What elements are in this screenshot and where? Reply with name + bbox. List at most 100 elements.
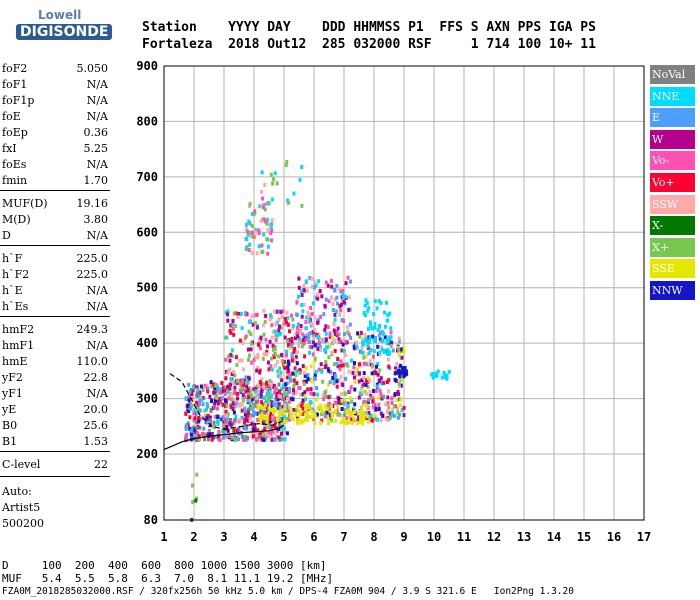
echo-point	[364, 338, 368, 343]
echo-point	[345, 409, 348, 414]
echo-point	[232, 410, 236, 415]
echo-point	[302, 381, 306, 386]
echo-point	[260, 190, 263, 194]
echo-point	[366, 340, 370, 345]
echo-point	[284, 420, 288, 425]
echo-point	[386, 318, 390, 323]
echo-point	[304, 365, 308, 370]
x-tick-label: 4	[250, 530, 257, 544]
echo-point	[236, 396, 240, 401]
echo-point	[251, 212, 254, 216]
echo-point	[368, 378, 372, 383]
echo-point	[376, 362, 380, 366]
echo-point	[270, 228, 274, 233]
echo-point	[262, 437, 266, 442]
echo-point	[198, 390, 202, 395]
echo-point	[302, 341, 306, 345]
echo-point	[338, 313, 342, 317]
param-row: fxI 5.25	[2, 142, 108, 157]
echo-point	[266, 407, 269, 412]
echo-point	[247, 220, 251, 225]
echo-point	[186, 403, 190, 408]
echo-point	[244, 409, 248, 414]
echo-point	[390, 340, 394, 345]
echo-point	[188, 415, 192, 420]
echo-point	[250, 397, 254, 402]
echo-point	[223, 335, 227, 340]
echo-point	[340, 398, 344, 403]
echo-point	[209, 409, 213, 413]
echo-point	[259, 390, 263, 395]
echo-point	[241, 435, 245, 440]
echo-point	[245, 245, 249, 249]
echo-point	[291, 326, 295, 331]
echo-point	[254, 387, 258, 392]
echo-point	[339, 401, 343, 405]
param-value: 22	[94, 458, 108, 471]
echo-point	[382, 380, 386, 385]
echo-point	[246, 388, 250, 393]
echo-point	[282, 321, 286, 326]
echo-point	[240, 358, 244, 363]
echo-point	[247, 407, 251, 412]
param-name: yE	[2, 403, 17, 416]
echo-point	[397, 369, 401, 374]
echo-point	[389, 335, 393, 340]
echo-point	[273, 416, 277, 421]
echo-point	[234, 404, 238, 409]
echo-point	[308, 315, 312, 320]
echo-point	[364, 382, 368, 387]
echo-point	[283, 365, 287, 370]
echo-point	[261, 323, 265, 328]
echo-point	[261, 402, 265, 407]
echo-point	[393, 413, 396, 418]
echo-point	[282, 413, 286, 418]
echo-point	[231, 379, 235, 384]
echo-point	[205, 383, 209, 388]
echo-point	[353, 375, 356, 380]
echo-point	[243, 406, 247, 411]
echo-point	[276, 418, 280, 423]
echo-point	[282, 411, 286, 416]
echo-point	[327, 421, 331, 426]
echo-point	[262, 232, 266, 237]
echo-point	[216, 386, 220, 391]
x-tick-label: 13	[517, 530, 531, 544]
echo-point	[239, 311, 243, 316]
echo-point	[275, 181, 279, 186]
echo-point	[304, 320, 308, 324]
echo-point	[197, 415, 201, 420]
echo-point	[384, 402, 388, 407]
echo-point	[382, 332, 386, 337]
echo-point	[253, 321, 257, 326]
echo-point	[298, 371, 302, 375]
echo-point	[290, 354, 294, 359]
echo-point	[312, 376, 316, 381]
echo-point	[225, 335, 229, 340]
echo-point	[378, 323, 382, 328]
auto-version: 500200	[2, 517, 44, 530]
echo-point	[353, 402, 357, 407]
echo-point	[353, 361, 356, 366]
echo-point	[281, 309, 285, 314]
x-tick-labels: 1 2 3 4 5 6 7 8 9 10 11 12 13 14 15 16 17	[160, 530, 651, 544]
echo-point	[255, 396, 259, 401]
echo-point	[265, 430, 268, 435]
echo-point	[200, 397, 204, 402]
echo-point	[294, 373, 298, 378]
echo-point	[247, 395, 251, 400]
echo-point	[295, 381, 299, 386]
echo-point	[254, 411, 257, 416]
echo-point	[376, 327, 380, 332]
echo-point	[248, 319, 251, 324]
echo-point	[325, 410, 329, 415]
y-tick-label: 500	[136, 281, 158, 295]
echo-point	[290, 336, 294, 341]
echo-point	[301, 419, 305, 424]
echo-point	[316, 335, 320, 340]
echo-point	[266, 251, 270, 256]
echo-point	[343, 339, 347, 344]
echo-point	[263, 406, 267, 411]
echo-point	[263, 420, 267, 425]
param-value: 22.8	[83, 371, 109, 384]
